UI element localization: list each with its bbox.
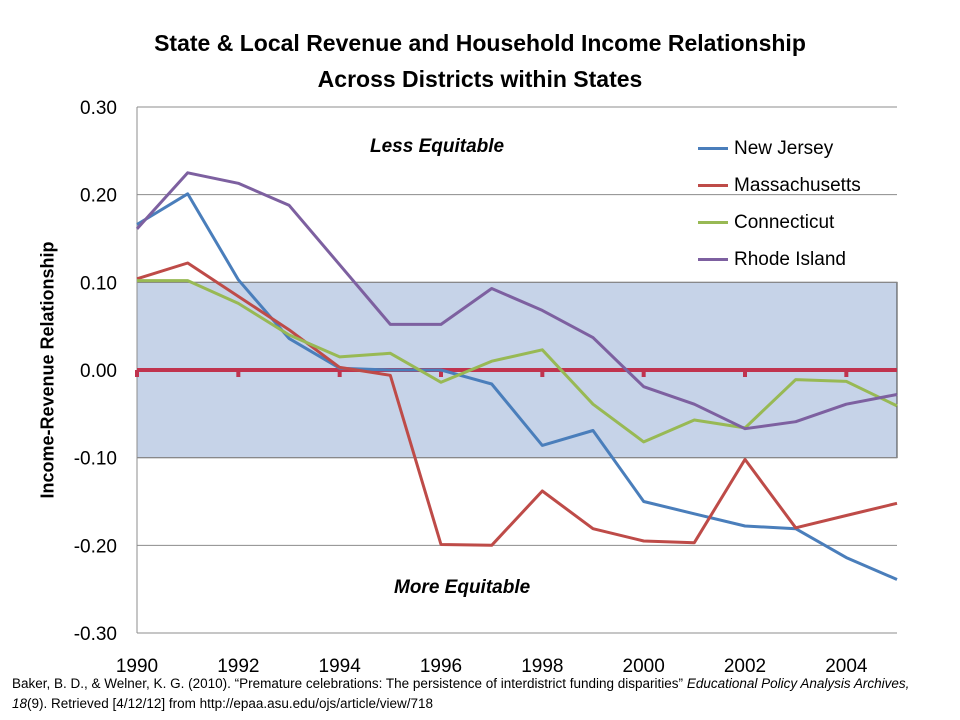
citation-retrieval: (9). Retrieved [4/12/12] from http://epa… xyxy=(27,696,434,711)
x-tick-label: 1990 xyxy=(116,656,158,677)
y-axis-label: Income-Revenue Relationship xyxy=(37,241,58,499)
x-tick-label: 2004 xyxy=(825,656,868,677)
x-tick-label: 1994 xyxy=(319,656,362,677)
y-tick-label: 0.30 xyxy=(80,98,117,119)
legend-swatch xyxy=(698,221,728,224)
legend-label: Connecticut xyxy=(734,211,835,233)
x-tick-label: 2002 xyxy=(724,656,766,677)
legend-swatch xyxy=(698,147,728,150)
more-equitable-annotation: More Equitable xyxy=(394,577,531,598)
chart-legend: New Jersey Massachusetts Connecticut Rhode … xyxy=(698,130,898,278)
series-line-new-jersey xyxy=(136,192,898,581)
legend-item-new-jersey: New Jersey xyxy=(698,130,898,167)
legend-item-connecticut: Connecticut xyxy=(698,204,898,241)
citation-journal: Educational Policy Analysis Archives, 18 xyxy=(12,676,910,711)
y-tick-label: -0.10 xyxy=(74,449,117,470)
chart-title-line2: Across Districts within States xyxy=(317,66,643,92)
legend-label: Massachusetts xyxy=(734,174,861,196)
legend-label: New Jersey xyxy=(734,137,834,159)
x-tick-label: 2000 xyxy=(623,656,665,677)
y-tick-label: -0.30 xyxy=(74,624,117,645)
x-tick-label: 1992 xyxy=(217,656,259,677)
y-tick-label: -0.20 xyxy=(74,536,117,557)
legend-item-rhode-island: Rhode Island xyxy=(698,241,898,278)
citation-authors: Baker, B. D., & Welner, K. G. (2010). “P… xyxy=(12,676,687,691)
legend-swatch xyxy=(698,258,728,261)
legend-item-massachusetts: Massachusetts xyxy=(698,167,898,204)
legend-swatch xyxy=(698,184,728,187)
legend-label: Rhode Island xyxy=(734,248,846,270)
x-tick-label: 1996 xyxy=(420,656,462,677)
y-tick-label: 0.00 xyxy=(80,361,117,382)
x-tick-label: 1998 xyxy=(521,656,563,677)
series-line-connecticut xyxy=(137,279,898,444)
y-tick-label: 0.20 xyxy=(80,186,117,207)
series-line-massachusetts xyxy=(136,261,898,547)
series-line-rhode-island xyxy=(135,171,898,431)
citation-text: Baker, B. D., & Welner, K. G. (2010). “P… xyxy=(12,674,942,714)
less-equitable-annotation: Less Equitable xyxy=(370,136,505,157)
y-tick-label: 0.10 xyxy=(80,273,117,294)
chart-title-line1: State & Local Revenue and Household Inco… xyxy=(154,30,806,56)
